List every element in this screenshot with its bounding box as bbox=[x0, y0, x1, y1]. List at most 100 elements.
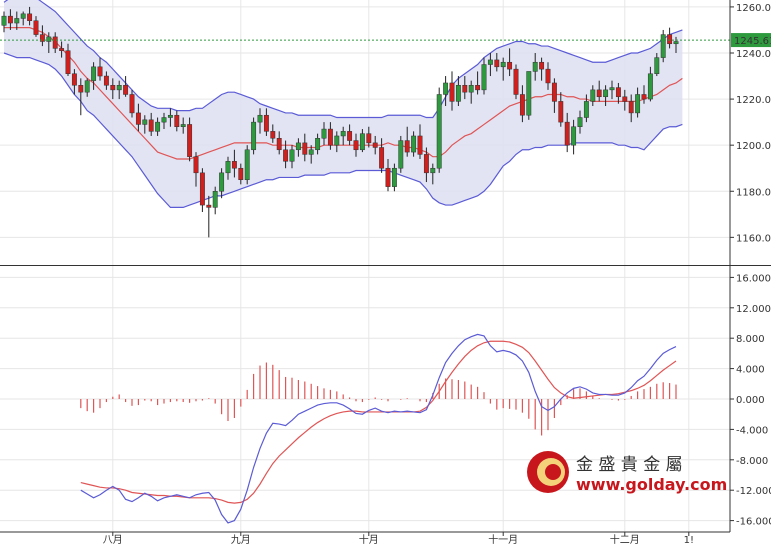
candle bbox=[206, 195, 212, 238]
candle-body bbox=[91, 66, 97, 81]
candle bbox=[443, 76, 449, 106]
price-tick-label: 1240.0 bbox=[736, 49, 771, 60]
candle bbox=[481, 57, 487, 95]
candle-body bbox=[199, 172, 205, 206]
candle-body bbox=[193, 156, 199, 174]
price-tick-label: 1200.0 bbox=[736, 141, 771, 152]
candle bbox=[359, 129, 365, 153]
candle bbox=[564, 112, 570, 153]
last-price-tag: 1245.61 bbox=[731, 33, 771, 48]
candle bbox=[308, 145, 314, 164]
candle bbox=[219, 168, 225, 199]
candle-body bbox=[583, 101, 589, 118]
candle-body bbox=[532, 61, 538, 72]
candle bbox=[289, 145, 295, 169]
candle-body bbox=[231, 161, 237, 169]
x-tick-label: 1! bbox=[684, 535, 694, 546]
upper-band-line bbox=[3, 0, 683, 119]
candle-body bbox=[558, 101, 564, 123]
candle-body bbox=[251, 121, 257, 151]
macd-tick-label: 12.000 bbox=[736, 304, 771, 315]
candle bbox=[673, 36, 679, 53]
candle bbox=[27, 6, 33, 26]
candle bbox=[519, 85, 525, 123]
candle-body bbox=[500, 61, 506, 68]
candle-body bbox=[39, 34, 45, 42]
candle-body bbox=[71, 73, 77, 86]
candle bbox=[423, 147, 429, 183]
candle-body bbox=[379, 147, 385, 169]
candle bbox=[334, 131, 340, 153]
candle bbox=[507, 48, 513, 77]
logo-url: www.golday.com bbox=[576, 475, 727, 494]
last-price-tag-bg bbox=[731, 33, 771, 48]
candle-body bbox=[481, 64, 487, 91]
candle-body bbox=[526, 71, 532, 116]
candle-body bbox=[289, 149, 295, 162]
last-price-tag-label: 1245.61 bbox=[734, 36, 771, 47]
candle bbox=[462, 76, 468, 100]
candle bbox=[583, 94, 589, 123]
candle-body bbox=[65, 50, 71, 74]
candle bbox=[411, 131, 417, 157]
candle bbox=[603, 85, 609, 106]
candle bbox=[270, 124, 276, 143]
candle bbox=[315, 133, 321, 155]
candle bbox=[513, 64, 519, 100]
candle bbox=[641, 85, 647, 104]
candle-body bbox=[622, 96, 628, 102]
candle-body bbox=[443, 82, 449, 95]
candle-body bbox=[487, 59, 493, 65]
macd-lines bbox=[80, 333, 677, 524]
candle-body bbox=[615, 87, 621, 98]
candle-body bbox=[103, 75, 109, 86]
candle bbox=[39, 25, 45, 47]
macd-tick-label: 8.000 bbox=[736, 334, 765, 345]
candle bbox=[46, 32, 52, 53]
candle-body bbox=[539, 61, 545, 70]
candle-body bbox=[545, 68, 551, 84]
candle-body bbox=[27, 13, 33, 21]
candle-body bbox=[14, 18, 20, 24]
x-tick-label: 十二月 bbox=[610, 533, 640, 546]
candle bbox=[180, 117, 186, 134]
candle-body bbox=[148, 119, 154, 132]
candle bbox=[148, 112, 154, 136]
candle-body bbox=[155, 121, 161, 132]
x-tick-label: 十月 bbox=[359, 533, 379, 546]
candle bbox=[244, 145, 250, 185]
candle bbox=[398, 135, 404, 173]
candle bbox=[103, 71, 109, 90]
candle-body bbox=[123, 85, 129, 95]
candle-body bbox=[116, 85, 122, 91]
candle bbox=[660, 29, 666, 63]
candle-body bbox=[571, 126, 577, 146]
candle bbox=[635, 87, 641, 118]
candle bbox=[596, 80, 602, 102]
candle bbox=[257, 108, 263, 134]
candle bbox=[647, 66, 653, 102]
candle-body bbox=[635, 94, 641, 114]
candle bbox=[283, 140, 289, 169]
candle bbox=[455, 76, 461, 106]
candle-body bbox=[590, 89, 596, 102]
candle-body bbox=[334, 135, 340, 146]
candle-body bbox=[430, 167, 436, 174]
candle bbox=[417, 124, 423, 159]
y-tick-labels: 1260.0 1240.0 1220.0 1200.0 1180.0 1160.0 16.0… bbox=[730, 3, 771, 528]
candle bbox=[123, 76, 129, 97]
candle-body bbox=[59, 48, 65, 51]
candle bbox=[238, 163, 244, 185]
macd-tick-label: -16.000 bbox=[736, 517, 771, 528]
candle-body bbox=[609, 87, 615, 91]
candle-body bbox=[519, 94, 525, 116]
candle bbox=[231, 149, 237, 178]
candle-body bbox=[78, 85, 84, 93]
candle-body bbox=[244, 149, 250, 180]
x-tick-label: 九月 bbox=[231, 534, 251, 546]
candle bbox=[33, 16, 39, 37]
golday-logo: 金 盛 貴 金 屬 www.golday.com bbox=[527, 451, 727, 494]
candle bbox=[500, 57, 506, 81]
candle bbox=[347, 124, 353, 146]
